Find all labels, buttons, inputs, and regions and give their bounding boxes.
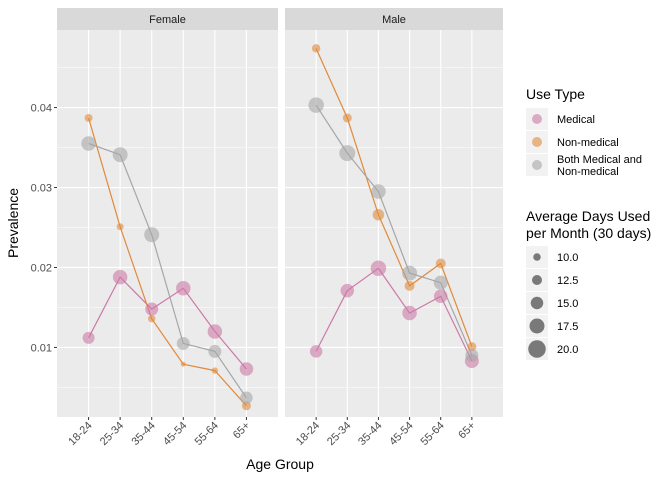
data-point-both-medical-and-non-medical	[308, 97, 324, 113]
data-point-medical	[402, 305, 417, 321]
legend-title-days: Average Days Used	[526, 208, 650, 224]
data-point-non-medical	[180, 361, 186, 367]
panel-background	[57, 30, 278, 417]
legend-size-key	[533, 253, 541, 261]
data-point-non-medical	[311, 44, 321, 53]
y-tick-label: 0.04	[31, 103, 52, 115]
legend-size-key	[528, 340, 546, 358]
data-point-non-medical	[147, 314, 156, 323]
facet-strip	[285, 8, 503, 30]
x-tick-label: 65+	[231, 420, 253, 442]
x-tick-label: 35-44	[129, 420, 157, 448]
legend-title-days: per Month (30 days)	[526, 225, 651, 241]
facet-strip	[57, 8, 278, 30]
data-point-medical	[112, 269, 128, 285]
data-point-both-medical-and-non-medical	[433, 275, 448, 290]
legend-label: 15.0	[557, 298, 578, 310]
data-point-medical	[207, 324, 223, 339]
data-point-medical	[370, 260, 387, 277]
x-tick-label: 18-24	[294, 420, 322, 448]
legend-size-key	[529, 318, 545, 334]
x-tick-label: 25-34	[98, 420, 126, 448]
data-point-medical	[145, 302, 159, 316]
series-line-non-medical	[315, 48, 473, 347]
x-axis-title: Age Group	[246, 456, 314, 472]
data-point-non-medical	[116, 223, 124, 231]
legend-key-medical	[532, 114, 542, 124]
data-point-both-medical-and-non-medical	[81, 136, 96, 151]
data-point-both-medical-and-non-medical	[240, 391, 253, 405]
data-point-medical	[340, 283, 355, 298]
data-point-both-medical-and-non-medical	[339, 145, 356, 162]
data-point-non-medical	[467, 342, 477, 352]
y-tick-label: 0.03	[31, 183, 52, 195]
data-point-medical	[82, 331, 95, 344]
panel-male: Male 18-24 25-34 35-44 45-54 55-64 65+	[285, 8, 503, 448]
x-tick-label: 18-24	[66, 420, 94, 448]
legend-label: Both Medical and	[557, 154, 642, 166]
legend-label: 12.5	[557, 275, 578, 287]
x-tick-label: 65+	[456, 420, 478, 442]
data-point-non-medical	[211, 367, 219, 374]
x-tick-label: 55-64	[418, 420, 446, 448]
data-point-non-medical	[342, 113, 352, 123]
legend-title-use-type: Use Type	[526, 86, 585, 102]
data-point-both-medical-and-non-medical	[371, 184, 386, 199]
data-point-medical	[176, 281, 191, 296]
legend-size-key	[530, 296, 544, 310]
y-tick-label: 0.01	[31, 342, 52, 354]
data-point-medical	[433, 289, 448, 304]
data-point-non-medical	[372, 208, 385, 221]
legend-key-non-medical	[532, 137, 542, 147]
legend-label: 17.5	[557, 321, 578, 333]
legend-size-key	[532, 275, 542, 285]
data-point-non-medical	[84, 113, 93, 122]
legend-label: 10.0	[557, 252, 578, 264]
y-tick-label: 0.02	[31, 262, 52, 274]
x-tick-label: 25-34	[325, 420, 353, 448]
legend-label: Non-medical	[557, 137, 619, 149]
series-line-medical	[88, 276, 247, 370]
data-point-both-medical-and-non-medical	[144, 227, 160, 243]
data-point-both-medical-and-non-medical	[208, 344, 222, 358]
x-tick-label: 45-54	[161, 420, 189, 448]
x-tick-label: 55-64	[193, 420, 221, 448]
x-tick-label: 45-54	[387, 420, 415, 448]
facet-label: Male	[382, 14, 406, 26]
legend-label: Non-medical	[557, 166, 619, 178]
data-point-both-medical-and-non-medical	[402, 265, 418, 281]
data-point-non-medical	[404, 280, 415, 291]
legend-key-both-medical-and-non-medical	[532, 160, 542, 170]
x-tick-label: 35-44	[356, 420, 384, 448]
data-point-both-medical-and-non-medical	[112, 147, 128, 163]
facet-label: Female	[149, 14, 186, 26]
series-line-medical	[315, 267, 473, 362]
data-point-medical	[309, 345, 323, 358]
data-point-both-medical-and-non-medical	[176, 336, 190, 350]
data-point-medical	[239, 362, 254, 376]
y-axis-title: Prevalence	[5, 188, 21, 258]
panel-female: Female 18-24 25-34 35-44 45-54 55-64 65+	[57, 8, 278, 448]
legend-label: Medical	[557, 114, 595, 126]
series-line-non-medical	[88, 117, 247, 407]
data-point-non-medical	[435, 258, 446, 269]
data-point-both-medical-and-non-medical	[465, 348, 479, 362]
legend-label: 20.0	[557, 344, 578, 356]
